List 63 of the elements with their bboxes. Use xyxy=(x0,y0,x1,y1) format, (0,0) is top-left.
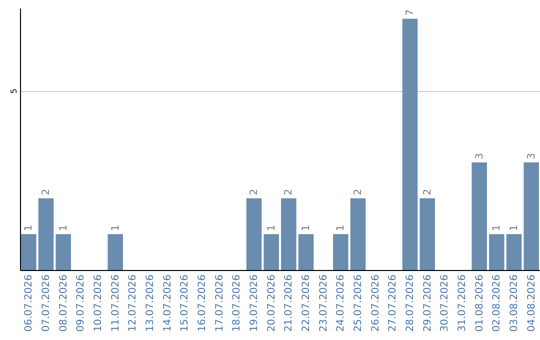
data-label: 1 xyxy=(24,224,35,232)
data-label: 3 xyxy=(526,152,538,160)
x-tick-label: 20.07.2026 xyxy=(266,274,278,332)
data-label: 1 xyxy=(492,224,503,232)
data-label: 3 xyxy=(474,152,486,160)
x-tick-label: 06.07.2026 xyxy=(24,274,35,332)
data-label: 2 xyxy=(249,188,260,196)
data-label: 2 xyxy=(353,188,364,196)
bar xyxy=(21,234,36,270)
x-tick-label: 11.07.2026 xyxy=(110,274,122,332)
x-tick-label: 24.07.2026 xyxy=(336,274,347,332)
x-tick-label: 26.07.2026 xyxy=(370,274,382,332)
bar xyxy=(472,162,487,270)
x-tick-label: 23.07.2026 xyxy=(318,274,330,332)
bar xyxy=(524,162,539,270)
x-tick-label: 12.07.2026 xyxy=(128,274,139,332)
x-tick-label: 31.07.2026 xyxy=(457,274,468,332)
x-tick-label: 09.07.2026 xyxy=(76,274,87,332)
data-label: 1 xyxy=(336,224,347,232)
bar xyxy=(281,198,296,270)
x-tick-label: 22.07.2026 xyxy=(301,274,312,332)
bar xyxy=(108,234,123,270)
x-tick-label: 13.07.2026 xyxy=(145,274,156,332)
x-tick-label: 08.07.2026 xyxy=(58,274,70,332)
data-label: 1 xyxy=(266,224,278,232)
x-tick-label: 01.08.2026 xyxy=(474,274,486,332)
data-label: 1 xyxy=(301,224,312,232)
x-tick-label: 10.07.2026 xyxy=(93,274,104,332)
x-tick-label: 25.07.2026 xyxy=(353,274,364,332)
bar xyxy=(402,18,418,270)
x-tick-label: 28.07.2026 xyxy=(405,274,416,332)
x-tick-label: 21.07.2026 xyxy=(284,274,295,332)
x-tick-label: 04.08.2026 xyxy=(526,274,538,332)
data-label: 1 xyxy=(58,224,70,232)
x-tick-label: 29.07.2026 xyxy=(422,274,434,332)
bar xyxy=(333,234,348,270)
data-label: 2 xyxy=(41,188,52,196)
x-tick-label: 15.07.2026 xyxy=(180,274,191,332)
x-tick-label: 14.07.2026 xyxy=(162,274,174,332)
x-tick-label: 07.07.2026 xyxy=(41,274,52,332)
bar xyxy=(264,234,279,270)
x-tick-label: 27.07.2026 xyxy=(388,274,399,332)
bar xyxy=(298,234,314,270)
data-label: 1 xyxy=(509,224,520,232)
data-label: 7 xyxy=(405,9,416,16)
x-tick-label: 19.07.2026 xyxy=(249,274,260,332)
x-tick-label: 16.07.2026 xyxy=(197,274,208,332)
bar xyxy=(489,234,504,270)
x-tick-label: 30.07.2026 xyxy=(440,274,451,332)
bar xyxy=(506,234,522,270)
data-label: 2 xyxy=(422,188,434,196)
bar xyxy=(420,198,435,270)
x-tick-label: 18.07.2026 xyxy=(232,274,243,332)
x-tick-label: 17.07.2026 xyxy=(214,274,226,332)
data-label: 2 xyxy=(284,188,295,196)
bar xyxy=(350,198,366,270)
bar xyxy=(246,198,262,270)
data-label: 1 xyxy=(110,224,122,232)
x-tick-label: 02.08.2026 xyxy=(492,274,503,332)
bar xyxy=(56,234,71,270)
bar xyxy=(38,198,54,270)
x-tick-label: 03.08.2026 xyxy=(509,274,520,332)
y-tick-label: 5 xyxy=(10,88,18,94)
